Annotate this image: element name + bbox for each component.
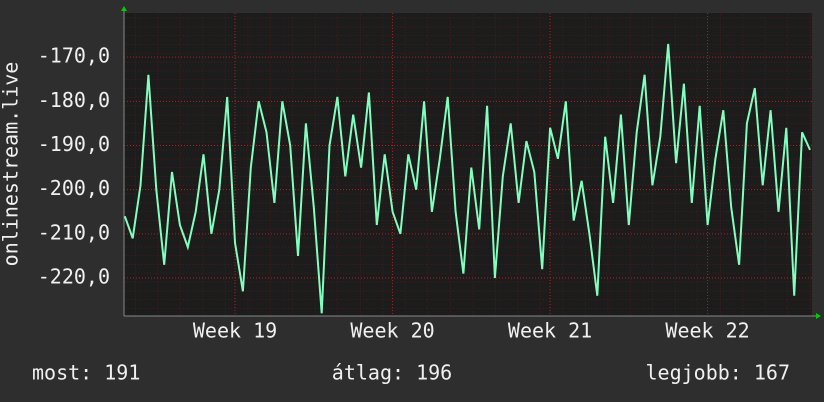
y-tick-label: -200,0	[38, 176, 110, 200]
y-tick-label: -180,0	[38, 88, 110, 112]
x-tick-label: Week 20	[350, 319, 434, 343]
axis-arrow	[121, 6, 127, 11]
y-tick-label: -170,0	[38, 44, 110, 68]
y-axis-label: onlinestream.live	[0, 62, 23, 267]
y-tick-label: -190,0	[38, 132, 110, 156]
x-tick-label: Week 19	[193, 319, 277, 343]
minor-grid	[124, 13, 812, 316]
x-tick-label: Week 22	[665, 319, 749, 343]
axis-arrow	[816, 313, 821, 319]
y-tick-label: -220,0	[38, 265, 110, 289]
data-line	[123, 43, 811, 314]
stat-current: most: 191	[32, 361, 140, 385]
stat-best: legjobb: 167	[646, 361, 791, 385]
stat-average: átlag: 196	[332, 361, 452, 385]
y-tick-label: -210,0	[38, 220, 110, 244]
x-tick-label: Week 21	[508, 319, 592, 343]
